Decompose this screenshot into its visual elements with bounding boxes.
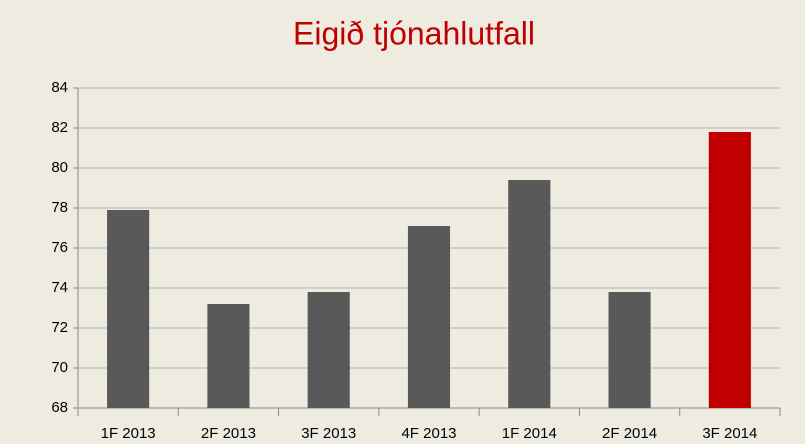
x-tick-label: 4F 2013: [401, 425, 456, 442]
bar: [708, 132, 751, 408]
y-tick-label: 72: [51, 319, 68, 336]
x-tick-label: 3F 2014: [702, 425, 757, 442]
y-tick-label: 76: [51, 239, 68, 256]
bar: [407, 226, 451, 408]
chart-title: Eigið tjónahlutfall: [293, 15, 535, 51]
x-tick-label: 1F 2013: [101, 425, 156, 442]
bar: [207, 304, 250, 408]
y-tick-label: 80: [51, 159, 68, 176]
x-tick-label: 2F 2013: [201, 425, 256, 442]
x-tick-label: 2F 2014: [602, 425, 657, 442]
bar: [508, 180, 551, 408]
x-tick-label: 3F 2013: [301, 425, 356, 442]
y-tick-label: 74: [51, 279, 68, 296]
bar: [307, 292, 350, 408]
y-tick-label: 84: [51, 79, 68, 96]
bar: [608, 292, 651, 408]
y-tick-label: 70: [51, 359, 68, 376]
x-tick-label: 1F 2014: [502, 425, 557, 442]
bar: [107, 210, 150, 408]
y-tick-label: 82: [51, 119, 68, 136]
y-tick-label: 68: [51, 399, 68, 416]
y-tick-label: 78: [51, 199, 68, 216]
